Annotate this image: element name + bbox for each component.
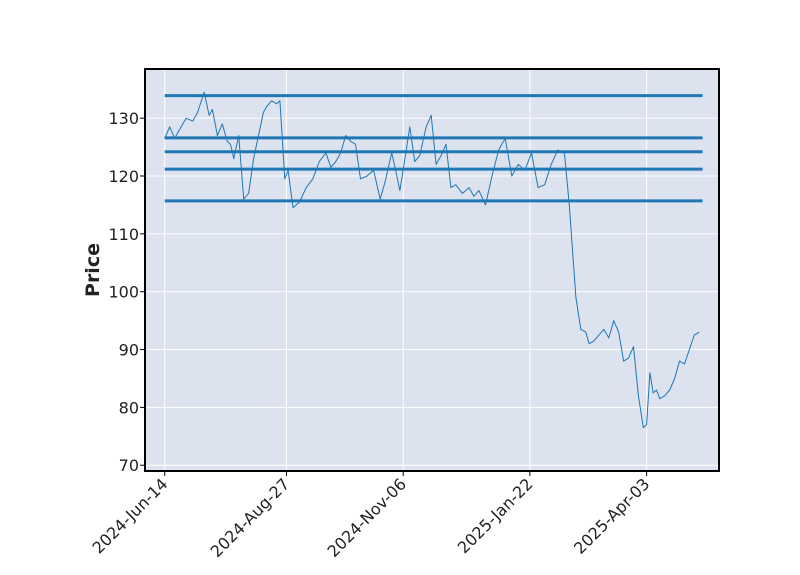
plot-frame bbox=[144, 68, 720, 472]
y-tick-label: 110 bbox=[108, 225, 139, 244]
y-axis: 70 80 90 100 110 120 130 bbox=[108, 109, 145, 475]
y-tick-label: 70 bbox=[119, 456, 139, 475]
x-tick-label: 2024-Nov-06 bbox=[323, 474, 410, 561]
y-tick-label: 100 bbox=[108, 283, 139, 302]
y-tick-label: 120 bbox=[108, 167, 139, 186]
x-tick-label: 2024-Aug-27 bbox=[207, 474, 294, 561]
y-tick-label: 80 bbox=[119, 398, 139, 417]
x-tick-label: 2024-Jun-14 bbox=[88, 474, 171, 557]
y-tick-label: 90 bbox=[119, 341, 139, 360]
x-axis: 2024-Jun-14 2024-Aug-27 2024-Nov-06 2025-Ja… bbox=[88, 471, 653, 561]
grid bbox=[145, 69, 719, 471]
y-axis-label: Price bbox=[82, 243, 104, 297]
plot-background bbox=[145, 69, 719, 471]
price-series bbox=[164, 91, 700, 429]
x-tick-label: 2025-Apr-03 bbox=[570, 474, 653, 557]
price-line bbox=[164, 91, 700, 429]
x-tick-label: 2025-Jan-22 bbox=[454, 474, 537, 557]
y-tick-label: 130 bbox=[108, 109, 139, 128]
